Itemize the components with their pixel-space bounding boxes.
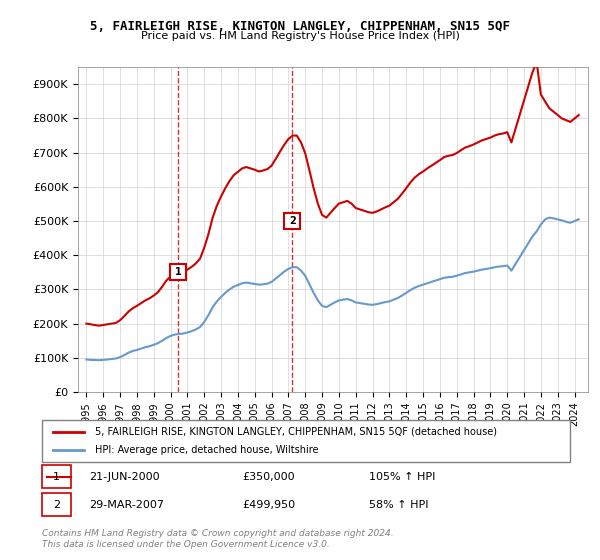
Text: £499,950: £499,950: [242, 500, 296, 510]
Text: 2: 2: [53, 500, 60, 510]
Text: 1: 1: [175, 267, 182, 277]
Text: 5, FAIRLEIGH RISE, KINGTON LANGLEY, CHIPPENHAM, SN15 5QF (detached house): 5, FAIRLEIGH RISE, KINGTON LANGLEY, CHIP…: [95, 427, 497, 437]
Text: 58% ↑ HPI: 58% ↑ HPI: [370, 500, 429, 510]
Text: 1: 1: [53, 472, 60, 482]
Text: 21-JUN-2000: 21-JUN-2000: [89, 472, 160, 482]
Text: 105% ↑ HPI: 105% ↑ HPI: [370, 472, 436, 482]
Text: 5, FAIRLEIGH RISE, KINGTON LANGLEY, CHIPPENHAM, SN15 5QF: 5, FAIRLEIGH RISE, KINGTON LANGLEY, CHIP…: [90, 20, 510, 32]
Text: 2: 2: [289, 216, 296, 226]
FancyBboxPatch shape: [42, 420, 570, 462]
Text: 29-MAR-2007: 29-MAR-2007: [89, 500, 164, 510]
Text: £350,000: £350,000: [242, 472, 295, 482]
Text: Contains HM Land Registry data © Crown copyright and database right 2024.
This d: Contains HM Land Registry data © Crown c…: [42, 529, 394, 549]
FancyBboxPatch shape: [42, 465, 71, 488]
FancyBboxPatch shape: [42, 493, 71, 516]
Text: HPI: Average price, detached house, Wiltshire: HPI: Average price, detached house, Wilt…: [95, 445, 319, 455]
Text: Price paid vs. HM Land Registry's House Price Index (HPI): Price paid vs. HM Land Registry's House …: [140, 31, 460, 41]
